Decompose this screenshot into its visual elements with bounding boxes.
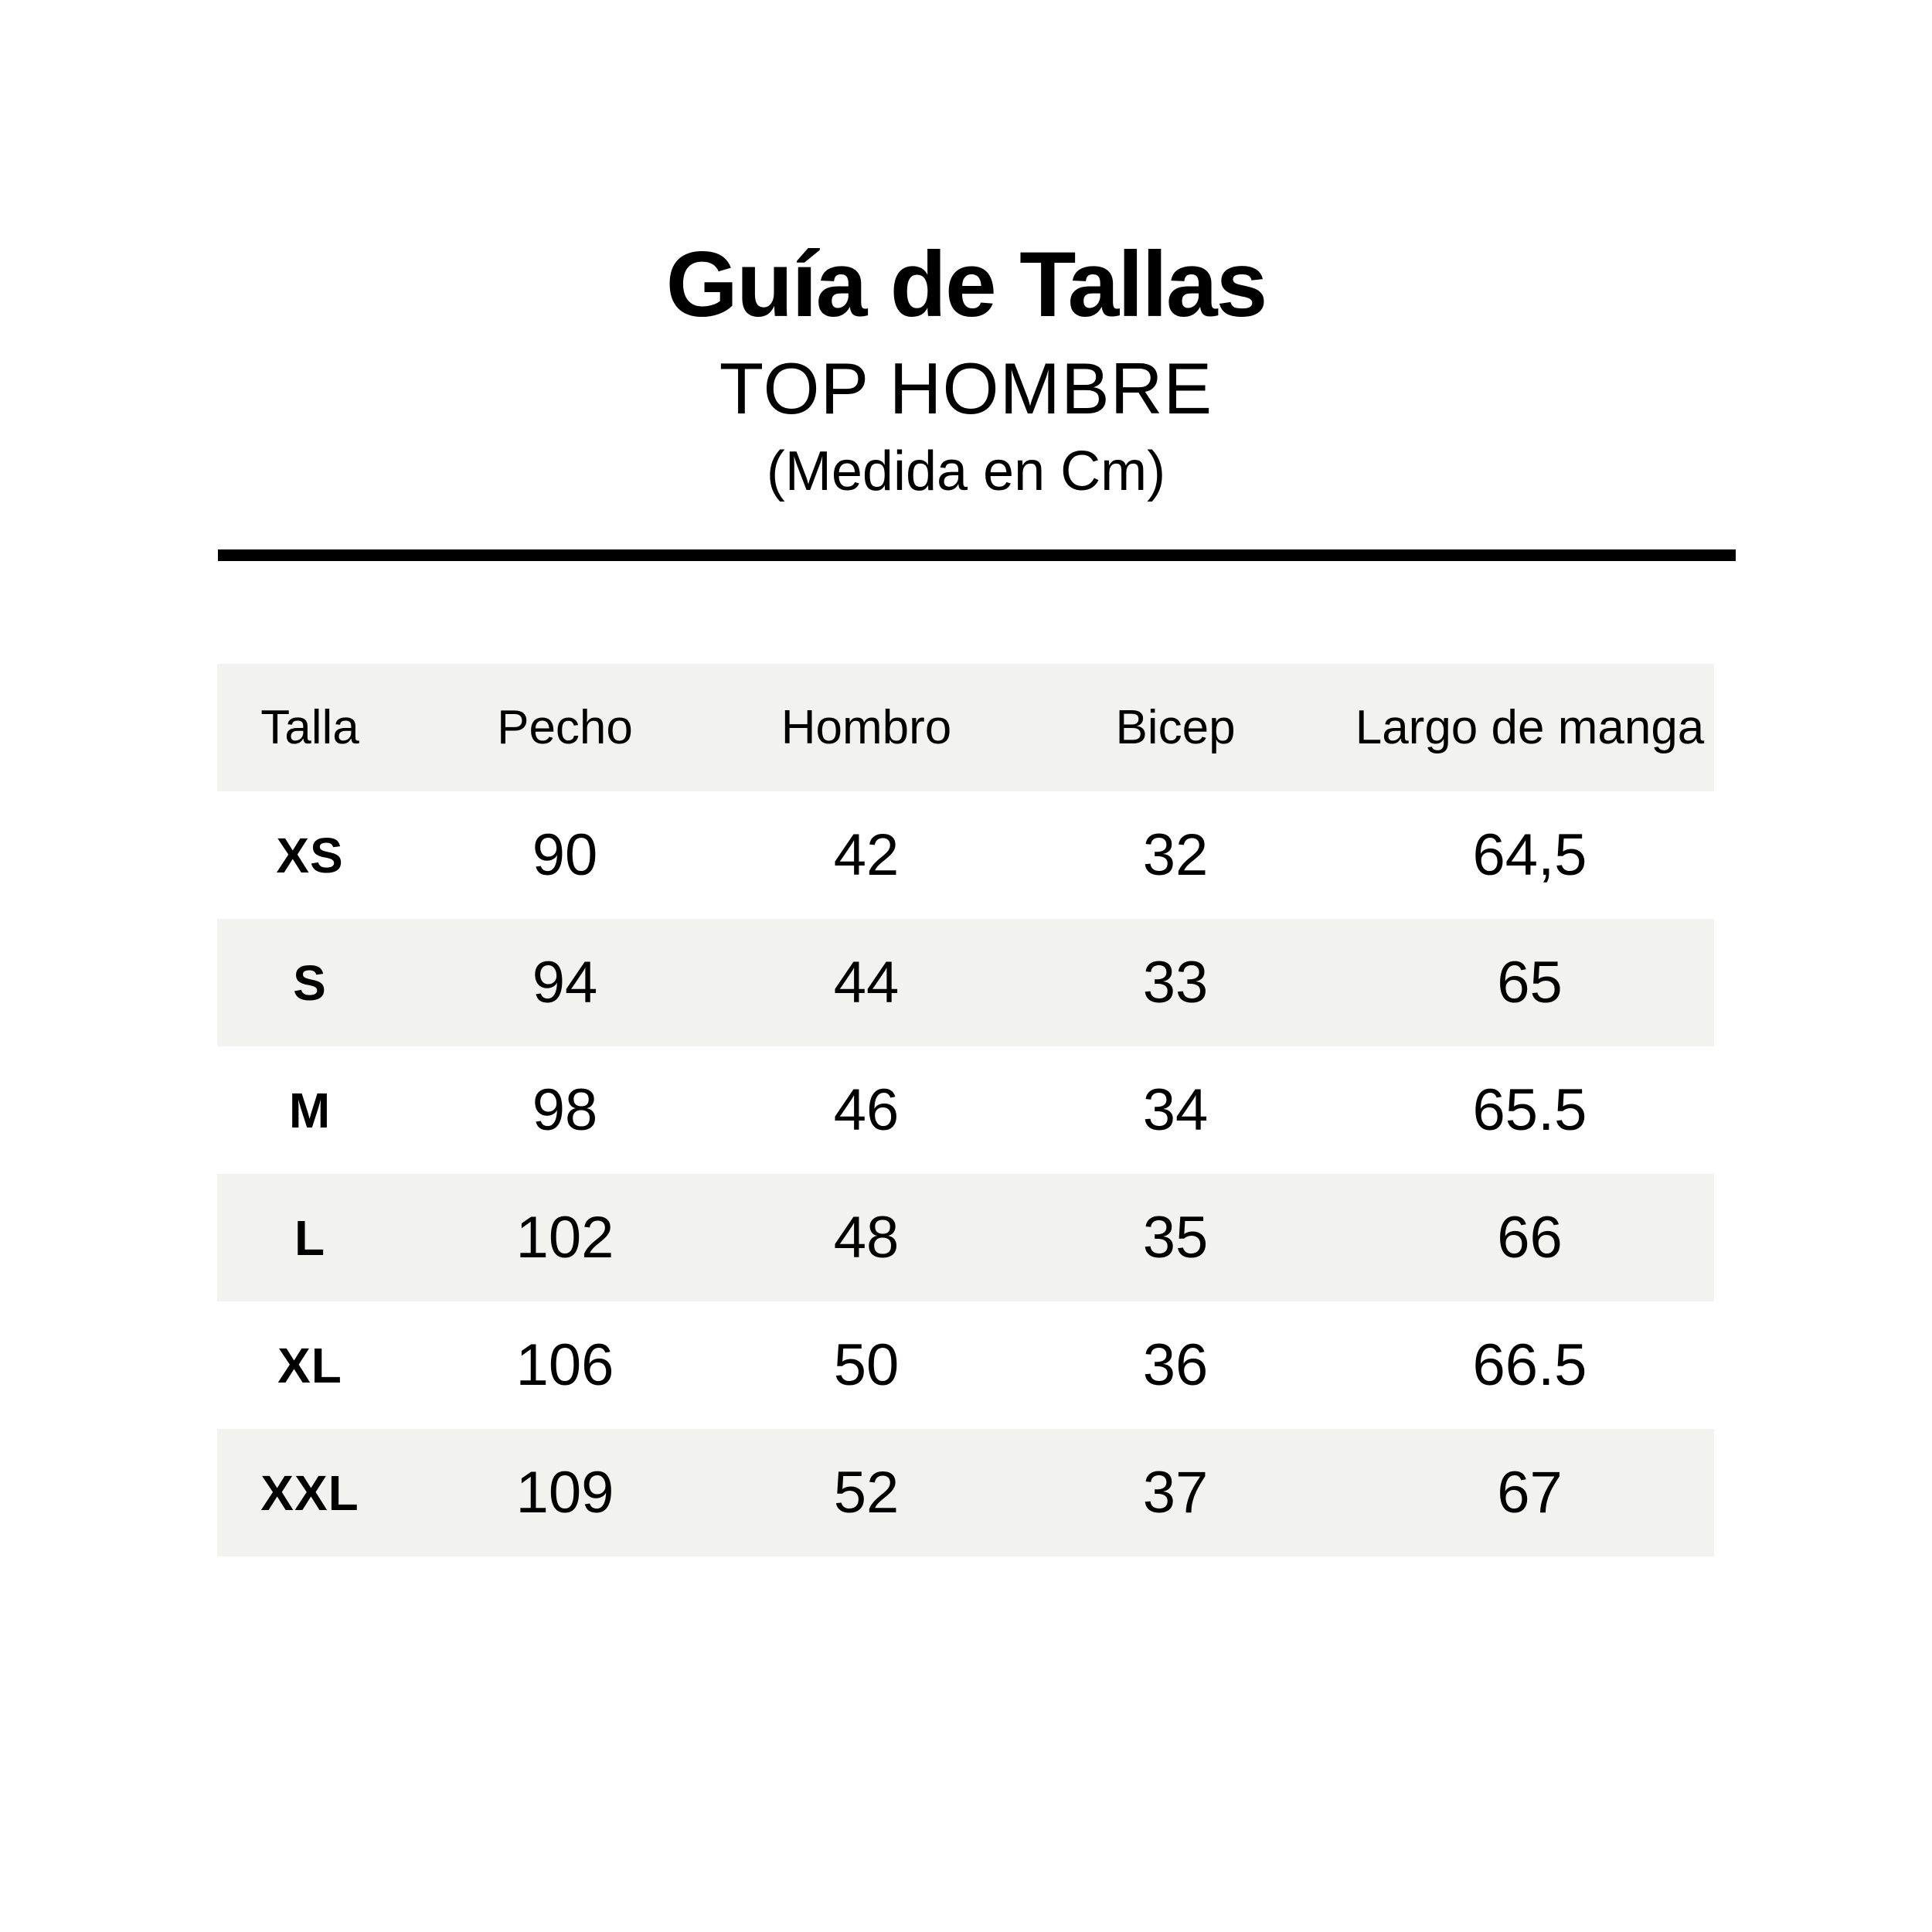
column-header-bicep: Bicep: [1115, 700, 1236, 754]
value-cell: 52: [833, 1459, 900, 1526]
table-row-xs: XS 90 42 32 64,5: [217, 791, 1714, 919]
size-cell: M: [288, 1082, 332, 1138]
size-cell: S: [293, 954, 327, 1011]
size-cell: XXL: [260, 1464, 359, 1521]
column-header-pecho: Pecho: [497, 700, 633, 754]
table-row-l: L 102 48 35 66: [217, 1174, 1714, 1301]
value-cell: 90: [532, 821, 598, 888]
value-cell: 64,5: [1472, 821, 1587, 888]
value-cell: 48: [833, 1204, 900, 1270]
size-cell: XL: [277, 1337, 342, 1393]
table-row-s: S 94 44 33 65: [217, 919, 1714, 1046]
value-cell: 33: [1142, 949, 1209, 1015]
value-cell: 50: [833, 1332, 900, 1398]
column-header-hombro: Hombro: [781, 700, 952, 754]
value-cell: 37: [1142, 1459, 1209, 1526]
value-cell: 34: [1142, 1077, 1209, 1143]
size-cell: L: [294, 1209, 326, 1266]
column-header-largo-de-manga: Largo de manga: [1355, 700, 1705, 754]
value-cell: 67: [1497, 1459, 1563, 1526]
units-note: (Medida en Cm): [766, 440, 1166, 502]
value-cell: 65.5: [1472, 1077, 1587, 1143]
size-table: Talla Pecho Hombro Bicep Largo de manga …: [217, 664, 1714, 1556]
value-cell: 35: [1142, 1204, 1209, 1270]
page-title: Guía de Tallas: [665, 233, 1268, 336]
value-cell: 32: [1142, 821, 1209, 888]
page-subtitle: TOP HOMBRE: [719, 348, 1213, 429]
title-block: Guía de Tallas TOP HOMBRE (Medida en Cm): [0, 238, 1932, 499]
value-cell: 66.5: [1472, 1332, 1587, 1398]
value-cell: 42: [833, 821, 900, 888]
value-cell: 46: [833, 1077, 900, 1143]
value-cell: 109: [515, 1459, 614, 1526]
value-cell: 44: [833, 949, 900, 1015]
table-header-row: Talla Pecho Hombro Bicep Largo de manga: [217, 664, 1714, 791]
value-cell: 106: [515, 1332, 614, 1398]
size-cell: XS: [276, 827, 344, 883]
value-cell: 66: [1497, 1204, 1563, 1270]
value-cell: 98: [532, 1077, 598, 1143]
table-row-xxl: XXL 109 52 37 67: [217, 1429, 1714, 1556]
value-cell: 65: [1497, 949, 1563, 1015]
title-divider: [218, 549, 1736, 561]
table-row-xl: XL 106 50 36 66.5: [217, 1301, 1714, 1429]
value-cell: 36: [1142, 1332, 1209, 1398]
table-row-m: M 98 46 34 65.5: [217, 1046, 1714, 1174]
value-cell: 94: [532, 949, 598, 1015]
value-cell: 102: [515, 1204, 614, 1270]
column-header-talla: Talla: [260, 700, 359, 754]
